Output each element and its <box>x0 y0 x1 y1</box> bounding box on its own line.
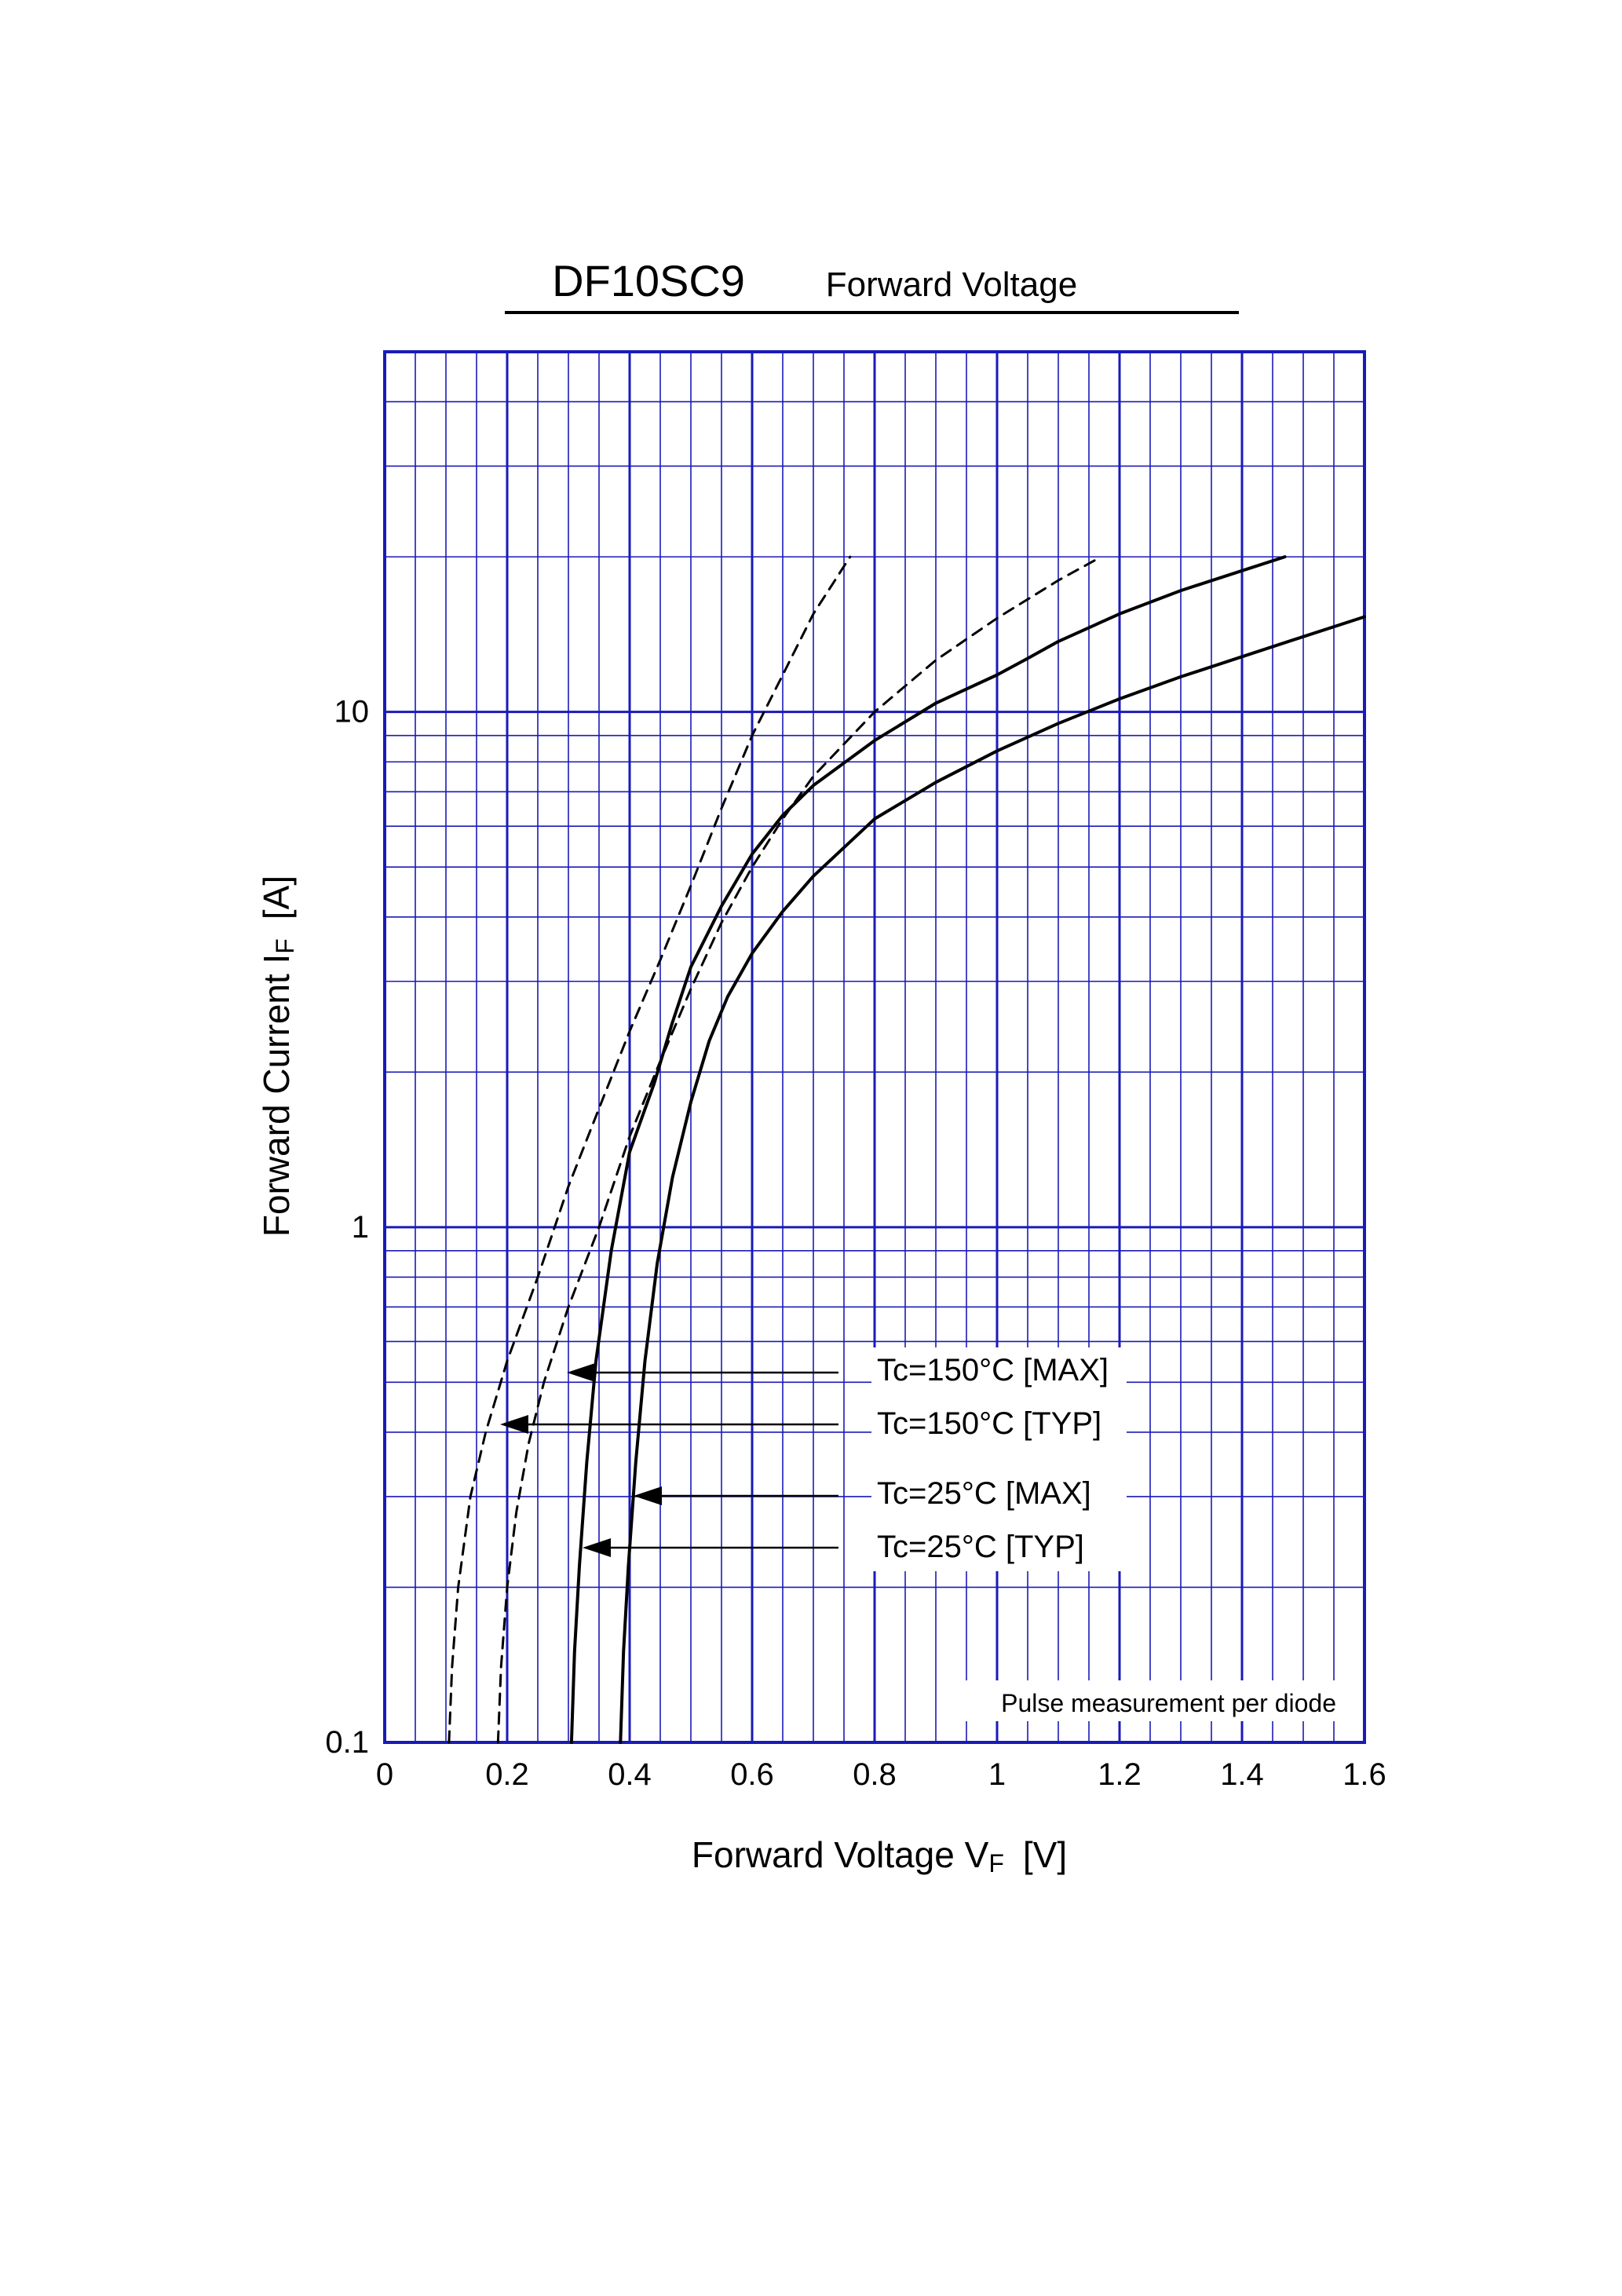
x-axis-label-unit: [V] <box>1023 1834 1067 1875</box>
series-line-2 <box>448 555 852 1744</box>
plot-frame <box>383 350 1366 1744</box>
legend-arrowhead-25-typ <box>583 1538 611 1557</box>
legend-label-150-typ: Tc=150°C [TYP] <box>877 1406 1101 1441</box>
legend-label-150-max: Tc=150°C [MAX] <box>877 1353 1109 1387</box>
annotation-bg <box>946 1680 1343 1721</box>
x-tick-labels: 0 0.2 0.4 0.6 0.8 1 1.2 1.4 1.6 <box>376 1757 1386 1792</box>
legend-label-bg <box>871 1347 1127 1571</box>
legend-arrows: Tc=150°C [MAX] Tc=150°C [TYP] Tc=25°C [M… <box>500 1347 1127 1571</box>
x-tick-label: 0.4 <box>608 1757 652 1792</box>
legend-label-25-typ: Tc=25°C [TYP] <box>877 1530 1084 1564</box>
series-line-1 <box>569 555 1287 1744</box>
chart-title: DF10SC9 <box>552 256 745 305</box>
y-tick-label: 0.1 <box>325 1725 369 1760</box>
curve-layer <box>448 555 1366 1744</box>
x-tick-label: 1.4 <box>1220 1757 1264 1792</box>
x-tick-label: 1 <box>988 1757 1006 1792</box>
y-axis-label-subscript: F <box>271 938 299 954</box>
legend-arrowhead-150-max <box>567 1363 595 1382</box>
legend-label-25-max: Tc=25°C [MAX] <box>877 1476 1091 1511</box>
x-axis-label: Forward Voltage VF [V] <box>692 1834 1067 1877</box>
x-tick-label: 0 <box>376 1757 393 1792</box>
x-tick-label: 0.6 <box>730 1757 774 1792</box>
y-axis-label-main: Forward Current I <box>256 954 297 1237</box>
x-axis-label-main: Forward Voltage V <box>692 1834 989 1875</box>
y-tick-labels: 0.1 1 10 <box>325 695 369 1760</box>
x-axis-label-subscript: F <box>988 1849 1004 1877</box>
x-tick-label: 1.2 <box>1098 1757 1142 1792</box>
grid-major-lines <box>385 352 1364 1742</box>
y-tick-label: 10 <box>334 695 370 729</box>
legend-arrowhead-25-max <box>634 1486 662 1505</box>
series-line-3 <box>619 615 1366 1744</box>
pulse-annotation: Pulse measurement per diode <box>1001 1689 1336 1717</box>
series-line-4 <box>496 555 1103 1744</box>
y-axis-label-unit: [A] <box>256 876 297 919</box>
chart-subtitle: Forward Voltage <box>826 265 1077 304</box>
x-tick-label: 0.8 <box>853 1757 897 1792</box>
x-tick-label: 0.2 <box>485 1757 529 1792</box>
x-tick-label: 1.6 <box>1343 1757 1386 1792</box>
y-tick-label: 1 <box>352 1210 369 1245</box>
legend-arrowhead-150-typ <box>500 1415 528 1434</box>
y-axis-label: Forward Current IF [A] <box>256 876 299 1237</box>
